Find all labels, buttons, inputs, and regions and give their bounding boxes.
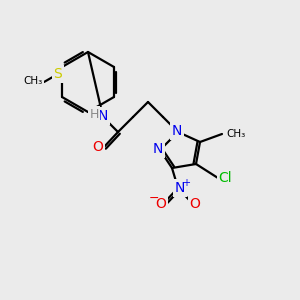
- Text: Cl: Cl: [218, 171, 232, 185]
- Text: N: N: [153, 142, 163, 156]
- Text: −: −: [149, 191, 159, 205]
- Text: O: O: [156, 197, 167, 211]
- Text: N: N: [175, 181, 185, 195]
- Text: O: O: [190, 197, 200, 211]
- Text: N: N: [98, 109, 108, 123]
- Text: CH₃: CH₃: [226, 129, 245, 139]
- Text: CH₃: CH₃: [24, 76, 43, 86]
- Text: H: H: [89, 107, 99, 121]
- Text: N: N: [172, 124, 182, 138]
- Text: S: S: [54, 67, 62, 81]
- Text: +: +: [182, 178, 190, 188]
- Text: O: O: [93, 140, 104, 154]
